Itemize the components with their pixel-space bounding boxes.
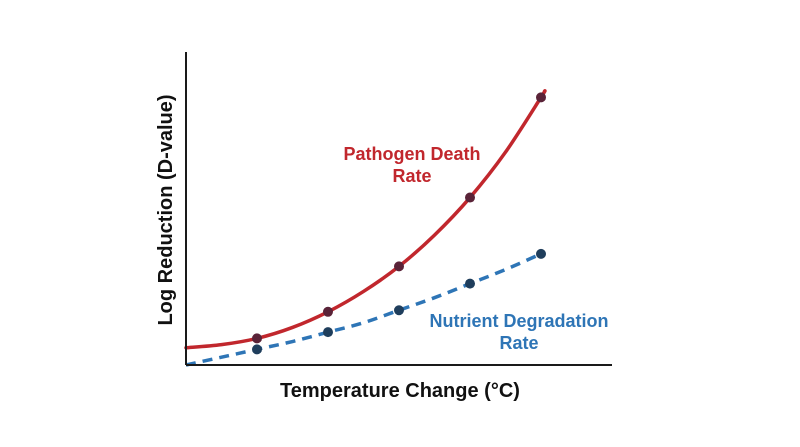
pathogen-death-rate-point-5: [536, 92, 546, 103]
nutrient-degradation-rate-series: [185, 248, 546, 367]
pathogen-death-rate-point-4: [465, 192, 475, 203]
pathogen-death-rate-line: [184, 89, 547, 350]
series-labels: Pathogen Death Rate Nutrient Degradation…: [343, 144, 608, 353]
pathogen-death-rate-series: [184, 89, 547, 350]
pathogen-death-rate-point-1: [252, 333, 262, 344]
pathogen-death-rate-point-3: [394, 261, 404, 272]
series-layer: [184, 89, 547, 367]
nutrient-degradation-rate-point-2: [323, 327, 333, 338]
nutrient-label-line-2: Rate: [499, 333, 538, 353]
nutrient-degradation-rate-line: [185, 252, 542, 367]
x-axis-title: Temperature Change (°C): [280, 380, 520, 402]
nutrient-degradation-rate-point-1: [252, 344, 262, 355]
pathogen-death-rate-point-2: [323, 306, 333, 317]
nutrient-degradation-rate-point-4: [465, 278, 475, 289]
y-axis-title: Log Reduction (D-value): [155, 94, 177, 325]
nutrient-degradation-rate-point-5: [536, 248, 546, 259]
nutrient-degradation-rate-point-3: [394, 305, 404, 316]
pathogen-label-line-2: Rate: [392, 166, 431, 186]
pathogen-label-line-1: Pathogen Death: [343, 144, 480, 164]
nutrient-label-line-1: Nutrient Degradation: [429, 311, 608, 331]
